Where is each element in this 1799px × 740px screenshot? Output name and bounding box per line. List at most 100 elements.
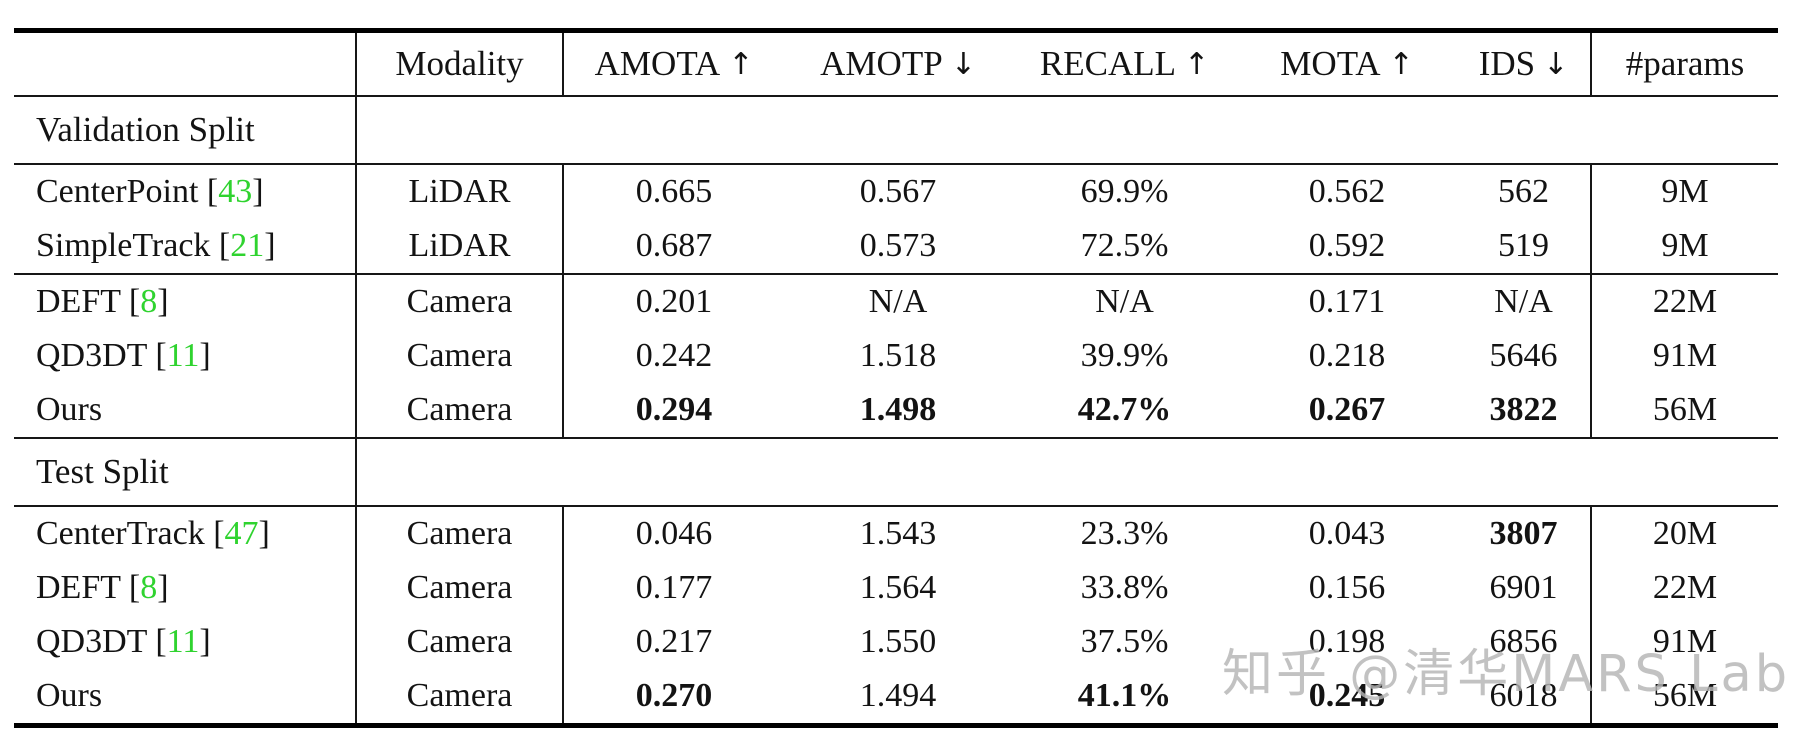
metric-cell: 0.046: [635, 515, 713, 552]
citation-bracket: ]: [157, 283, 169, 320]
modality-cell: Camera: [357, 383, 564, 437]
metric-cell: 0.687: [635, 227, 713, 264]
metric-cell: 0.217: [635, 623, 713, 660]
method-cell: DEFT [8]: [14, 275, 357, 329]
down-arrow-icon: ↓: [1543, 46, 1569, 82]
citation-bracket: ]: [258, 515, 270, 552]
metric-cell: 20M: [1652, 515, 1718, 552]
down-arrow-icon: ↓: [950, 46, 976, 82]
metric-cell: 6856: [1457, 615, 1592, 669]
metric-cell: 1.498: [859, 391, 937, 428]
method-cell: Ours: [14, 383, 357, 437]
column-header: MOTA ↑: [1237, 33, 1457, 95]
method-name: QD3DT [: [36, 337, 167, 374]
method-cell: QD3DT [11]: [14, 329, 357, 383]
section-spacer: [357, 97, 1778, 163]
section-row: Test Split: [14, 439, 1778, 505]
metric-cell: 0.665: [635, 173, 713, 210]
column-header: #params: [1592, 33, 1778, 95]
thick-rule: [14, 723, 1778, 728]
column-header: [14, 33, 357, 95]
method-cell: QD3DT [11]: [14, 615, 357, 669]
citation-number: 43: [218, 173, 253, 210]
method-cell: CenterTrack [47]: [14, 507, 357, 561]
citation-bracket: ]: [157, 569, 169, 606]
metric-cell: 22M: [1652, 569, 1718, 606]
metric-cell: 0.043: [1308, 515, 1386, 552]
metric-cell: 0.294: [635, 391, 713, 428]
metric-cell: 0.567: [859, 173, 937, 210]
table-row: QD3DT [11] Camera 0.217 1.550 37.5% 0.198 6856…: [14, 615, 1778, 669]
metric-cell: 22M: [1652, 283, 1718, 320]
citation-number: 8: [140, 569, 158, 606]
column-header-label: #params: [1625, 44, 1745, 83]
metric-cell: 1.494: [859, 677, 937, 714]
up-arrow-icon: ↑: [1183, 46, 1210, 82]
table-row: SimpleTrack [21] LiDAR 0.687 0.573 72.5% 0.59…: [14, 219, 1778, 273]
metric-cell: 91M: [1652, 623, 1718, 660]
method-cell: SimpleTrack [21]: [14, 219, 357, 273]
metric-cell: 1.518: [859, 337, 937, 374]
metric-cell: 0.562: [1308, 173, 1386, 210]
method-name: SimpleTrack [: [36, 227, 231, 264]
citation-number: 11: [166, 337, 200, 374]
metric-cell: 37.5%: [1080, 623, 1169, 660]
metric-cell: N/A: [1457, 275, 1592, 329]
method-cell: CenterPoint [43]: [14, 165, 357, 219]
metric-cell: 1.550: [859, 623, 937, 660]
metric-cell: 0.270: [635, 677, 713, 714]
header-row: Modality AMOTA ↑ AMOTP ↓ RECALL ↑ MOTA ↑ IDS ↓ #par…: [14, 33, 1778, 95]
modality-cell: Camera: [357, 615, 564, 669]
section-label: Validation Split: [14, 97, 357, 163]
method-cell: Ours: [14, 669, 357, 723]
metric-cell: 0.267: [1308, 391, 1386, 428]
method-name: Ours: [36, 391, 103, 428]
table-row: DEFT [8] Camera 0.201 N/A N/A 0.171 N/A 22M: [14, 275, 1778, 329]
citation-number: 11: [166, 623, 200, 660]
metric-cell: 39.9%: [1080, 337, 1169, 374]
modality-cell: Camera: [357, 561, 564, 615]
column-header: IDS ↓: [1457, 33, 1592, 95]
table-row: CenterPoint [43] LiDAR 0.665 0.567 69.9% 0.56…: [14, 165, 1778, 219]
column-header: Modality: [357, 33, 564, 95]
metric-cell: 0.592: [1308, 227, 1386, 264]
table-row: Ours Camera 0.294 1.498 42.7% 0.267 3822 56M: [14, 383, 1778, 437]
column-header-label: MOTA: [1280, 44, 1381, 83]
column-header-label: AMOTP: [820, 44, 943, 83]
column-header-label: Modality: [395, 44, 524, 83]
metric-cell: 519: [1457, 219, 1592, 273]
column-header: RECALL ↑: [1012, 33, 1237, 95]
citation-bracket: ]: [199, 623, 211, 660]
separator-rule: [14, 273, 1778, 275]
thick-rule: [14, 28, 1778, 33]
metric-cell: 56M: [1652, 391, 1718, 428]
separator-rule: [14, 437, 1778, 439]
citation-number: 8: [140, 283, 158, 320]
method-name: DEFT [: [36, 569, 141, 606]
method-name: CenterTrack [: [36, 515, 225, 552]
metric-cell: 0.177: [635, 569, 713, 606]
metric-cell: 69.9%: [1080, 173, 1169, 210]
metric-cell: 0.156: [1308, 569, 1386, 606]
column-header: AMOTA ↑: [564, 33, 784, 95]
metric-cell: N/A: [1095, 283, 1154, 320]
modality-cell: Camera: [357, 275, 564, 329]
column-header: AMOTP ↓: [784, 33, 1012, 95]
metric-cell: 0.171: [1308, 283, 1386, 320]
metric-cell: 562: [1457, 165, 1592, 219]
metric-cell: 0.242: [635, 337, 713, 374]
section-row: Validation Split: [14, 97, 1778, 163]
metric-cell: 9M: [1661, 227, 1709, 264]
citation-number: 47: [224, 515, 259, 552]
table-row: QD3DT [11] Camera 0.242 1.518 39.9% 0.218 5646…: [14, 329, 1778, 383]
modality-cell: Camera: [357, 669, 564, 723]
results-table: Modality AMOTA ↑ AMOTP ↓ RECALL ↑ MOTA ↑ IDS ↓ #par…: [14, 28, 1778, 728]
table-row: DEFT [8] Camera 0.177 1.564 33.8% 0.156 6901 22…: [14, 561, 1778, 615]
metric-cell: 0.218: [1308, 337, 1386, 374]
table-row: CenterTrack [47] Camera 0.046 1.543 23.3% 0.0…: [14, 507, 1778, 561]
metric-cell: 56M: [1652, 677, 1718, 714]
up-arrow-icon: ↑: [1388, 46, 1414, 82]
citation-bracket: ]: [199, 337, 211, 374]
metric-cell: 0.245: [1308, 677, 1386, 714]
modality-cell: Camera: [357, 329, 564, 383]
